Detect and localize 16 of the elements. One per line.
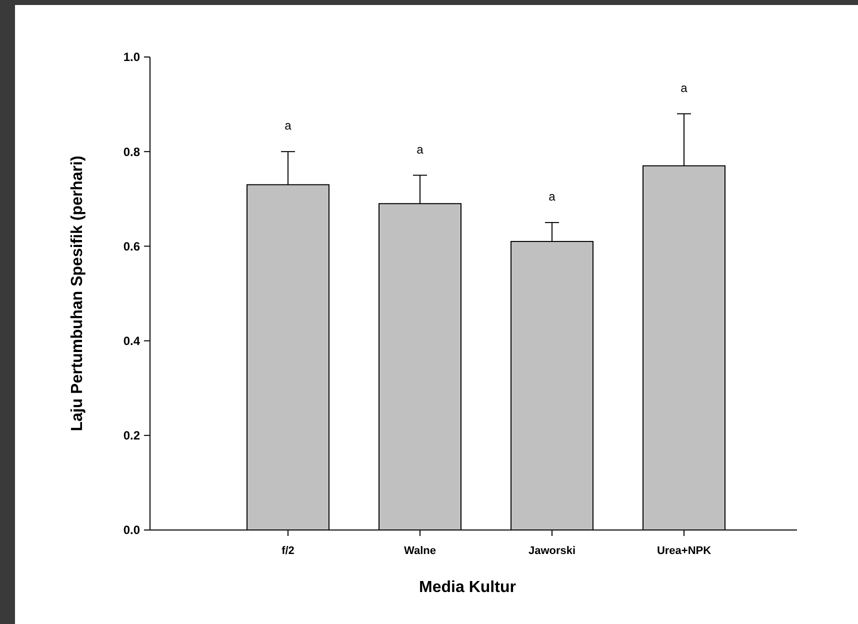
x-tick-label: Urea+NPK bbox=[656, 545, 712, 557]
x-tick-label: f/2 bbox=[282, 545, 294, 557]
annotation: a bbox=[284, 118, 292, 133]
y-tick-label: 0.2 bbox=[123, 428, 140, 443]
x-tick-label: Jaworski bbox=[528, 545, 576, 557]
y-tick-label: 0.0 bbox=[123, 523, 140, 538]
annotation: a bbox=[548, 190, 556, 204]
annotation: a bbox=[416, 142, 424, 156]
x-axis-title: Media Kultur bbox=[419, 579, 516, 596]
y-axis-title: Laju Pertumbuhan Spesifik (perhari) bbox=[69, 156, 86, 432]
y-tick-label: 0.6 bbox=[123, 239, 140, 254]
y-tick-label: 0.4 bbox=[123, 334, 140, 348]
y-tick-label: 0.8 bbox=[123, 144, 140, 159]
x-tick-label: Walne bbox=[404, 545, 436, 557]
annotation: a bbox=[680, 80, 688, 95]
y-tick-label: 1.0 bbox=[123, 50, 140, 64]
